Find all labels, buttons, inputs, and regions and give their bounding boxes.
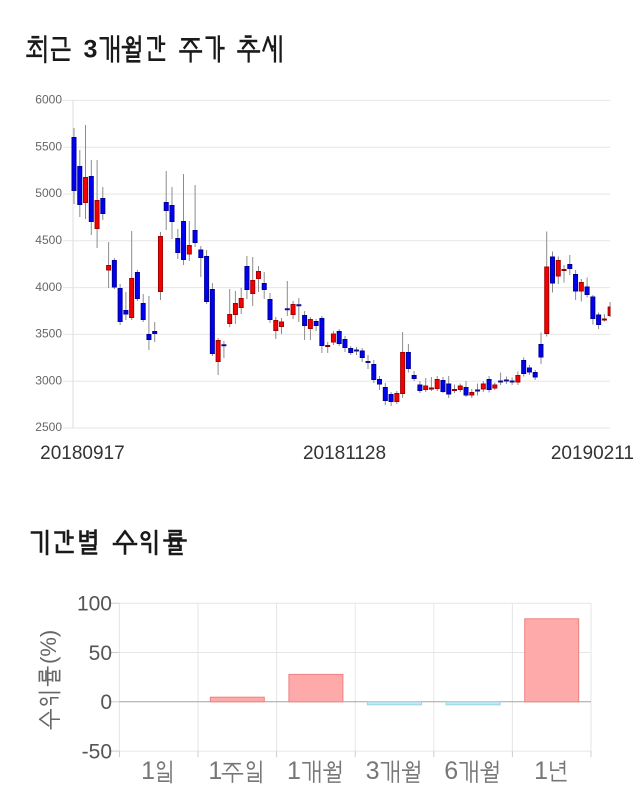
svg-text:20181128: 20181128 bbox=[303, 443, 386, 464]
svg-text:2500: 2500 bbox=[35, 420, 62, 434]
svg-text:5000: 5000 bbox=[35, 186, 62, 200]
svg-text:20180917: 20180917 bbox=[40, 443, 125, 464]
svg-text:4000: 4000 bbox=[35, 280, 62, 294]
svg-text:3: 3 bbox=[366, 757, 380, 785]
svg-text:-50: -50 bbox=[82, 740, 112, 763]
svg-text:1: 1 bbox=[208, 757, 222, 785]
svg-text:20190211: 20190211 bbox=[551, 443, 634, 464]
svg-text:1: 1 bbox=[287, 757, 301, 785]
svg-text:0: 0 bbox=[100, 691, 112, 714]
svg-text:6000: 6000 bbox=[35, 93, 62, 107]
svg-text:(%): (%) bbox=[36, 630, 61, 664]
svg-text:1: 1 bbox=[534, 757, 548, 785]
svg-text:100: 100 bbox=[77, 593, 112, 616]
svg-text:3000: 3000 bbox=[35, 373, 62, 387]
svg-text:5500: 5500 bbox=[35, 139, 62, 153]
svg-text:3: 3 bbox=[84, 36, 98, 64]
svg-text:3500: 3500 bbox=[35, 327, 62, 341]
svg-text:6: 6 bbox=[444, 757, 458, 785]
svg-text:1: 1 bbox=[141, 757, 155, 785]
svg-text:4500: 4500 bbox=[35, 233, 62, 247]
svg-text:50: 50 bbox=[89, 642, 112, 665]
